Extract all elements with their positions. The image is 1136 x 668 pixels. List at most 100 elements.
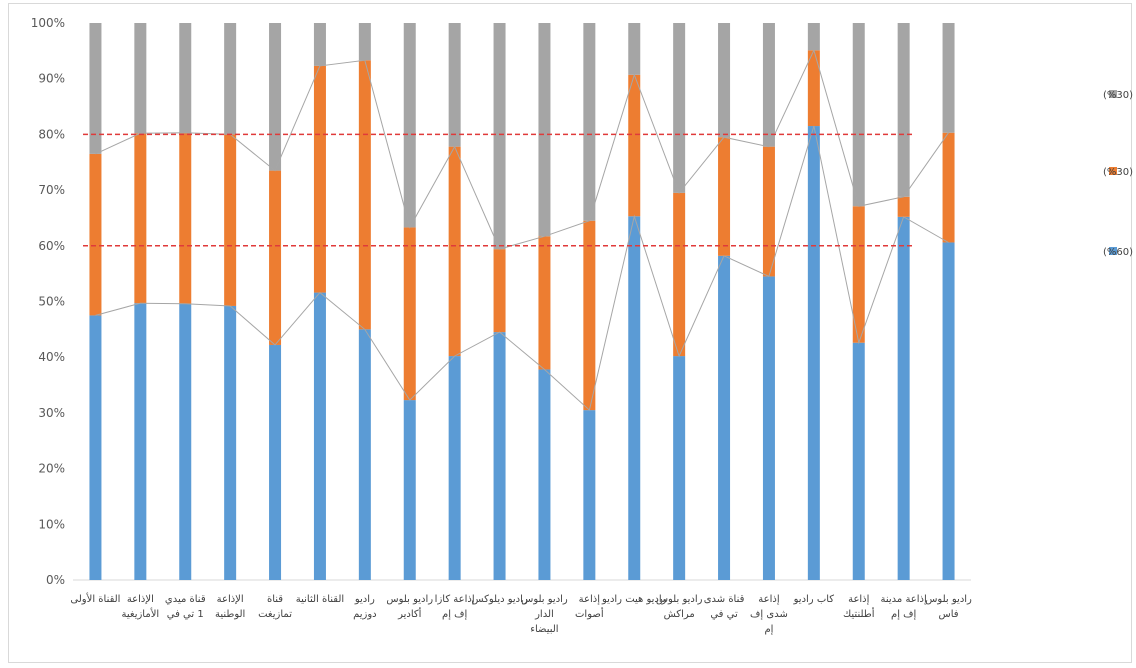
bar-segment — [762, 23, 775, 147]
bar-segment — [224, 305, 237, 580]
bar-segment — [269, 23, 282, 171]
bar-segment — [179, 132, 192, 304]
bar-segment — [493, 332, 506, 580]
bar-segment — [358, 23, 371, 61]
bar-segment — [134, 303, 147, 580]
bar-segment — [493, 23, 506, 250]
y-tick-label: 30% — [38, 406, 65, 420]
bar-segment — [718, 137, 731, 256]
bar-segment — [583, 410, 596, 580]
x-tick-label: القناة الثانية — [296, 594, 344, 605]
y-tick-label: 70% — [38, 183, 65, 197]
x-tick-label: راديو دوزيم — [353, 594, 377, 620]
chart-frame: 0% 10% 20% 30% 40% 50% 60% 70% 80% 90% 100% القناة … — [8, 3, 1133, 663]
bar-segment — [179, 303, 192, 580]
bar-segment — [403, 23, 416, 228]
bar-segment — [762, 146, 775, 277]
bar-segment — [583, 220, 596, 411]
bar-segment — [493, 249, 506, 333]
bar-segment — [583, 23, 596, 221]
series-connector-line — [95, 48, 949, 250]
y-tick-label: 80% — [38, 127, 65, 141]
x-tick-label: قناة شدى تي في — [704, 594, 745, 620]
x-tick-label: إذاعة أطلنتيك — [843, 594, 875, 620]
bar-segment — [718, 23, 731, 138]
x-tick-label: إذاعة مدينة إف إم — [881, 594, 928, 620]
y-tick-label: 100% — [31, 16, 65, 30]
bar-segment — [313, 23, 326, 66]
bar-segment — [673, 192, 686, 357]
bar-segment — [448, 356, 461, 580]
bar-segment — [897, 196, 910, 217]
x-tick-label: الإذاعة الأمازيغية — [121, 594, 159, 620]
bar-segment — [718, 255, 731, 581]
bar-segment — [313, 65, 326, 293]
x-tick-label: راديو بلوس مراكش — [656, 594, 703, 620]
bar-segment — [628, 74, 641, 217]
y-tick-label: 90% — [38, 72, 65, 86]
y-tick-label: 20% — [38, 462, 65, 476]
bar-segment — [942, 23, 955, 133]
x-tick-label: راديو بلوس أكادير — [386, 594, 433, 620]
x-tick-label: قناة تمازيغت — [258, 594, 292, 620]
x-tick-label: راديو هيت راديو — [601, 594, 667, 605]
legend-label: المجموعة الثالثة (30%) — [1103, 90, 1133, 101]
bar-segment — [538, 236, 551, 370]
legend-swatch — [1109, 247, 1117, 255]
bar-segment — [269, 170, 282, 345]
bar-segment — [807, 50, 820, 127]
bar-segment — [897, 23, 910, 197]
y-tick-label: 0% — [46, 573, 65, 587]
bar-segment — [134, 133, 147, 304]
bar-segment — [224, 134, 237, 306]
x-tick-label: راديو بلوس فاس — [925, 594, 972, 620]
bar-segment — [403, 400, 416, 580]
bar-segment — [942, 242, 955, 580]
bar-segment — [403, 227, 416, 401]
bar-segment — [897, 216, 910, 580]
bar-segment — [358, 60, 371, 330]
x-tick-label: كاب راديو — [793, 594, 835, 605]
bar-segment — [628, 216, 641, 581]
x-tick-label: إذاعة شدى إف إم — [750, 594, 788, 635]
bar-segment — [807, 126, 820, 581]
x-tick-label: القناة الأولى — [70, 592, 120, 605]
bar-segment — [628, 23, 641, 75]
bar-segment — [852, 342, 865, 580]
bar-segment — [852, 206, 865, 343]
bar-segment — [269, 344, 282, 580]
bar-segment — [942, 132, 955, 243]
bar-segment — [448, 146, 461, 357]
bar-segment — [313, 292, 326, 580]
legend-label: المجموعة الأولى (60%) — [1103, 245, 1133, 258]
bar-segment — [807, 23, 820, 51]
x-tick-label: قناة ميدي 1 تي في — [165, 594, 206, 620]
x-tick-label: إذاعة كازا إف إم — [435, 594, 475, 620]
stacked-bar-chart: 0% 10% 20% 30% 40% 50% 60% 70% 80% 90% 100% القناة … — [31, 16, 1133, 635]
legend-label: المجموعة الثانية (30%) — [1103, 167, 1133, 178]
x-tick-label: راديو ديلوكس — [471, 594, 528, 605]
bar-segment — [538, 369, 551, 580]
bar-segment — [762, 276, 775, 580]
series-connector-line — [95, 125, 949, 412]
legend-swatch — [1109, 167, 1117, 175]
bar-segment — [134, 23, 147, 134]
bar-segment — [179, 23, 192, 133]
bar-segment — [448, 23, 461, 147]
bar-segment — [89, 315, 102, 580]
x-tick-label: الإذاعة الوطنية — [215, 594, 245, 620]
bar-segment — [89, 153, 102, 316]
bar-segment — [673, 356, 686, 580]
legend-swatch — [1109, 90, 1117, 98]
x-tick-label: راديو بلوس الدار البيضاء — [521, 594, 568, 635]
bar-segment — [224, 23, 237, 135]
bar-segment — [852, 23, 865, 207]
y-tick-label: 40% — [38, 350, 65, 364]
bar-segment — [538, 23, 551, 237]
y-tick-label: 50% — [38, 295, 65, 309]
x-tick-label: إذاعة أصوات — [575, 594, 604, 620]
bar-segment — [673, 23, 686, 193]
y-tick-label: 60% — [38, 239, 65, 253]
bar-segment — [358, 329, 371, 580]
y-tick-label: 10% — [38, 517, 65, 531]
